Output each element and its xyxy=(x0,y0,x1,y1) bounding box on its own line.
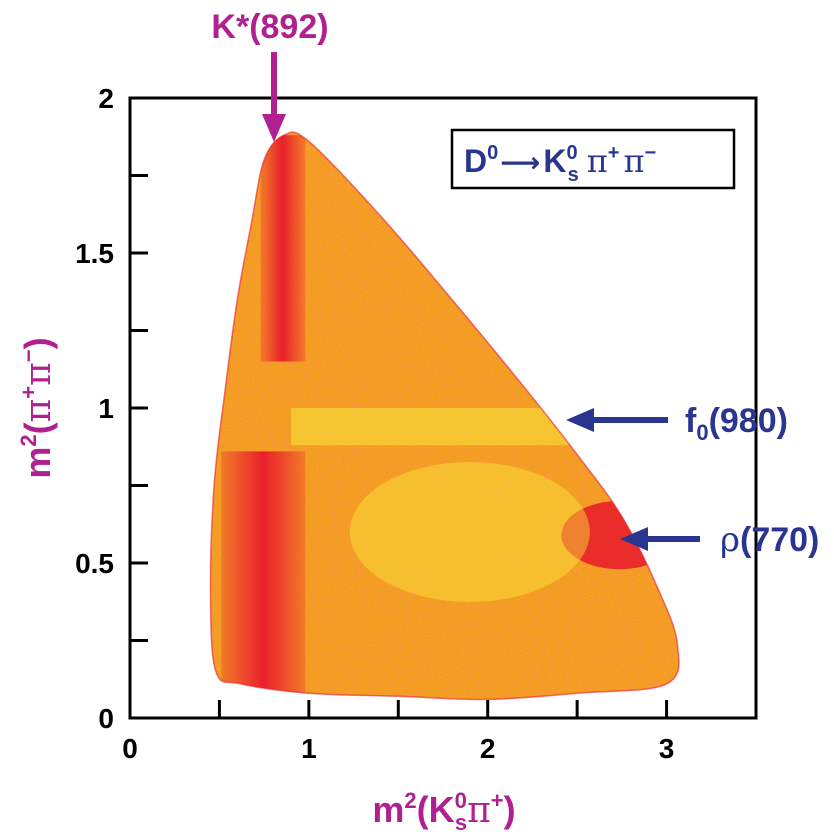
y-title-pi2: π xyxy=(18,362,59,386)
process-pi1: π xyxy=(587,142,608,180)
band-kstar-upper xyxy=(260,135,306,362)
y-tick-label: 0 xyxy=(98,703,114,734)
y-axis-title: m2(π+π−) xyxy=(16,337,59,478)
annotation-kstar-label: K*(892) xyxy=(211,8,328,46)
y-tick-label: 0.5 xyxy=(75,548,114,579)
annotation-f0-label-base: f xyxy=(685,402,697,440)
annotation-f0-label-sub: 0 xyxy=(696,420,708,445)
process-K-sup: 0 xyxy=(566,142,577,164)
x-title-base: m xyxy=(372,789,404,830)
band-f0 xyxy=(290,408,578,446)
annotation-kstar-arrow-head xyxy=(262,114,286,142)
annotation-f0-label-rest: (980) xyxy=(709,402,788,440)
annotation-rho: ρ(770) xyxy=(620,520,819,560)
annotation-kstar: K*(892) xyxy=(211,8,329,142)
annotation-f0-label: f0(980) xyxy=(685,402,788,445)
annotation-rho-arrow-head xyxy=(620,527,648,551)
y-axis-ticks: 0 0.5 1 1.5 2 xyxy=(75,83,148,734)
region-boundary xyxy=(209,131,680,701)
y-title-sup1: + xyxy=(16,386,41,399)
y-tick-label: 1 xyxy=(98,393,114,424)
x-axis-ticks: 0 1 2 3 xyxy=(122,700,674,764)
x-title-K-sup: 0 xyxy=(455,788,467,813)
y-title-pi1: π xyxy=(18,399,59,423)
yellow-density-glow xyxy=(349,462,590,602)
y-title-sup: 2 xyxy=(16,434,41,446)
x-axis-title: m2(K0 sπ+) xyxy=(372,788,515,832)
process-pi2-sup: − xyxy=(644,142,656,164)
y-title-base: m xyxy=(17,447,58,479)
y-tick-label: 2 xyxy=(98,83,114,114)
process-K-sub: s xyxy=(568,164,579,186)
annotation-rho-label-greek: ρ xyxy=(720,520,740,560)
y-title-sup2: − xyxy=(16,349,41,362)
process-box: D0⟶K0 s π+ π− xyxy=(450,128,736,190)
process-K: K xyxy=(543,143,566,179)
process-D-sup: 0 xyxy=(487,142,498,164)
annotation-f0-arrow-head xyxy=(566,408,594,432)
process-pi1-sup: + xyxy=(608,142,620,164)
phase-space-region xyxy=(210,132,679,700)
x-title-open: (K xyxy=(417,789,455,830)
y-title-close: ) xyxy=(17,337,58,349)
process-D: D xyxy=(464,143,487,179)
x-title-pi-sup: + xyxy=(491,788,504,813)
process-pi2: π xyxy=(623,142,644,180)
x-tick-label: 1 xyxy=(301,733,317,764)
x-tick-label: 2 xyxy=(480,733,496,764)
process-arrow: ⟶ xyxy=(500,146,540,179)
x-tick-label: 3 xyxy=(659,733,675,764)
x-title-close: ) xyxy=(504,789,516,830)
annotation-f0: f0(980) xyxy=(566,402,788,445)
band-kstar-lower xyxy=(221,451,306,700)
annotation-rho-label: ρ(770) xyxy=(720,520,819,560)
process-box-frame xyxy=(450,128,736,190)
x-title-sup: 2 xyxy=(404,788,416,813)
process-label: D0⟶K0 s π+ π− xyxy=(464,142,656,186)
x-title-K-sub: s xyxy=(455,810,467,832)
y-title-open: ( xyxy=(17,422,58,434)
annotation-rho-label-rest: (770) xyxy=(740,521,819,559)
x-tick-label: 0 xyxy=(122,733,138,764)
x-title-pi: π xyxy=(467,790,491,831)
y-tick-label: 1.5 xyxy=(75,238,114,269)
